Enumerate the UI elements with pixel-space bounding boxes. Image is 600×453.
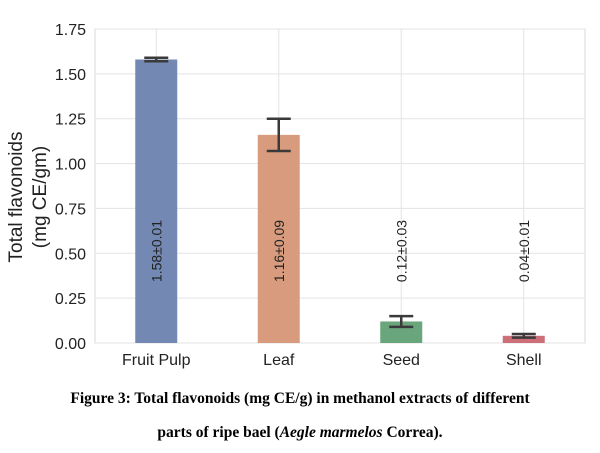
y-tick-label: 1.50 [55,67,86,84]
y-tick-label: 0.50 [55,246,86,263]
x-tick-label: Fruit Pulp [122,352,191,369]
error-bar [144,56,169,63]
value-label: 0.12±0.03 [393,220,409,282]
error-bar [511,332,536,339]
y-tick-label: 0.00 [55,336,86,353]
y-tick-label: 1.00 [55,157,86,174]
x-tick-label: Leaf [263,352,295,369]
error-bar [266,117,291,153]
y-tick-label: 0.75 [55,201,86,218]
y-tick-label: 1.25 [55,112,86,129]
x-tick-label: Shell [506,352,542,369]
value-label: 1.58±0.01 [148,220,164,282]
value-label: 1.16±0.09 [271,220,287,282]
y-axis-label-line2: (mg CE/gm) [30,146,51,248]
bar-shell [502,335,545,343]
y-axis-label-line1: Total flavonoids [6,132,27,263]
value-label: 0.04±0.01 [516,220,532,282]
y-tick-label: 0.25 [55,291,86,308]
caption-suffix: Correa). [382,424,443,441]
x-axis-ticks: Fruit Pulp Leaf Seed Shell [122,352,542,369]
bars [135,59,545,343]
error-bar [389,314,414,329]
x-tick-label: Seed [383,352,420,369]
error-bars [144,56,536,339]
y-tick-label: 1.75 [55,22,86,39]
y-axis-ticks: 0.00 0.25 0.50 0.75 1.00 1.25 1.50 1.75 [55,22,86,353]
figure-caption-line1: Figure 3: Total flavonoids (mg CE/g) in … [70,390,530,407]
bar-leaf [257,134,300,343]
figure-caption-line2: parts of ripe bael (Aegle marmelos Corre… [0,424,600,442]
caption-prefix: parts of ripe bael ( [157,424,280,441]
value-labels: 1.58±0.01 1.16±0.09 0.12±0.03 0.04±0.01 [148,220,532,282]
bar-fruit-pulp [135,59,178,343]
bar-chart: 0.00 0.25 0.50 0.75 1.00 1.25 1.50 1.75 Fruit P… [6,22,586,369]
caption-species-name: Aegle marmelos [279,424,383,441]
